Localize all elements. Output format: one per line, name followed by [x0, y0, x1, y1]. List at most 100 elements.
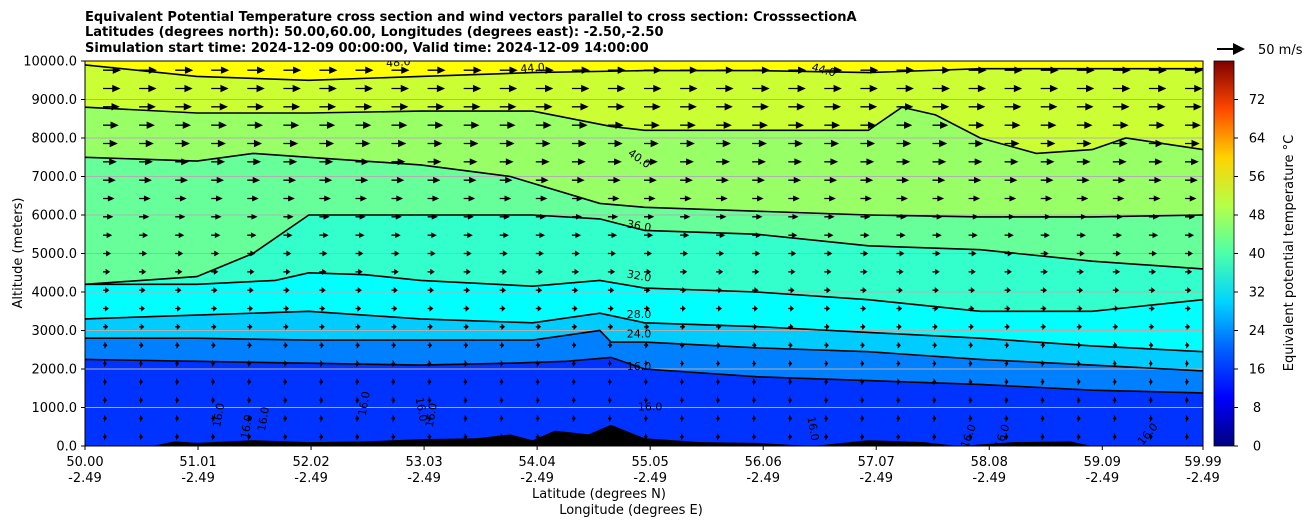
- wind-vector: [139, 213, 150, 220]
- wind-vector: [932, 158, 947, 166]
- wind-vector: [1112, 305, 1119, 312]
- wind-vector: [427, 432, 432, 441]
- wind-vector: [139, 414, 143, 423]
- wind-vector: [932, 268, 940, 275]
- wind-vector: [1004, 158, 1019, 166]
- wind-vector: [391, 176, 405, 184]
- wind-vector: [932, 232, 942, 239]
- wind-vector: [932, 414, 937, 423]
- wind-vector: [319, 139, 335, 148]
- wind-vector: [968, 176, 982, 184]
- wind-vector: [1148, 341, 1154, 349]
- x-axis: 50.00-2.4951.01-2.4952.02-2.4953.03-2.49…: [66, 446, 1222, 486]
- wind-vector: [1040, 66, 1059, 74]
- wind-vector: [427, 176, 441, 184]
- x-tick-label-latitude: 51.01: [179, 455, 216, 470]
- wind-vector: [499, 158, 514, 166]
- wind-vector: [860, 378, 865, 386]
- wind-vector: [788, 378, 793, 386]
- y-axis-label: Altitude (meters): [11, 198, 26, 309]
- wind-vector: [463, 287, 471, 294]
- wind-vector: [463, 268, 471, 275]
- wind-vector: [319, 377, 324, 386]
- temperature-band: [85, 330, 1203, 393]
- wind-vector: [427, 250, 436, 257]
- wind-vector: [247, 287, 254, 294]
- wind-vector: [1112, 176, 1126, 184]
- contour-label: 16.0: [804, 415, 821, 441]
- wind-vector: [247, 396, 252, 404]
- wind-vector: [535, 195, 548, 202]
- wind-vector: [1112, 287, 1120, 294]
- wind-vector: [499, 250, 508, 257]
- wind-vector: [607, 341, 613, 349]
- wind-vector: [283, 139, 299, 148]
- wind-vector: [211, 213, 222, 220]
- wind-vector: [680, 396, 684, 404]
- wind-vector: [1112, 250, 1121, 257]
- wind-vector: [752, 250, 761, 257]
- x-tick-label-longitude: -2.49: [633, 471, 667, 486]
- wind-vector: [319, 396, 324, 405]
- wind-vector: [896, 341, 901, 349]
- wind-vector: [499, 414, 504, 423]
- wind-vector: [391, 305, 398, 312]
- wind-vector: [103, 432, 107, 441]
- wind-vector: [716, 432, 720, 441]
- wind-vector: [103, 139, 118, 148]
- wind-vector: [571, 414, 576, 423]
- wind-vector: [824, 176, 838, 184]
- wind-vector: [247, 268, 255, 275]
- wind-vector: [139, 139, 154, 148]
- wind-vector: [1185, 121, 1201, 129]
- wind-vector: [1076, 213, 1088, 220]
- wind-vector: [968, 250, 977, 257]
- wind-vector: [247, 66, 266, 74]
- wind-vector: [824, 158, 839, 166]
- wind-vector: [355, 213, 366, 220]
- wind-vector: [860, 341, 865, 349]
- wind-vector: [607, 377, 612, 386]
- wind-vector: [968, 287, 975, 294]
- wind-vector: [247, 433, 252, 441]
- x-tick-label-latitude: 54.04: [519, 455, 556, 470]
- wind-vector: [1112, 323, 1119, 331]
- x-tick-label-longitude: -2.49: [972, 471, 1006, 486]
- wind-vector: [1185, 323, 1191, 331]
- wind-vector: [932, 121, 949, 129]
- wind-vector: [860, 84, 878, 93]
- wind-vector: [644, 268, 652, 275]
- wind-vector: [1004, 432, 1009, 441]
- wind-vector: [860, 232, 870, 239]
- wind-vector: [103, 176, 116, 184]
- wind-vector: [1040, 213, 1052, 220]
- wind-vector: [283, 232, 293, 239]
- wind-vector: [607, 287, 615, 294]
- wind-vector: [283, 158, 298, 166]
- wind-vector: [139, 341, 144, 349]
- wind-vector: [391, 213, 402, 220]
- y-axis: 0.0 1000.0 2000.0 3000.0 4000.0 5000.0 6000.0 7…: [23, 55, 85, 455]
- wind-vector: [1148, 396, 1153, 405]
- wind-vector: [968, 66, 987, 74]
- wind-vector: [103, 158, 117, 166]
- wind-vector: [211, 414, 216, 423]
- wind-vector: [1040, 323, 1046, 331]
- wind-vector: [103, 195, 115, 202]
- wind-vector: [499, 287, 507, 294]
- wind-vector: [427, 232, 437, 239]
- wind-vector: [1040, 305, 1047, 312]
- x-tick-label-latitude: 56.06: [745, 455, 782, 470]
- wind-vector: [1076, 158, 1091, 166]
- wind-vector: [824, 66, 843, 74]
- wind-vector: [896, 433, 901, 441]
- wind-vector: [824, 287, 831, 294]
- wind-vector: [607, 213, 619, 220]
- wind-vector: [103, 66, 121, 74]
- wind-vector: [175, 396, 180, 404]
- wind-vector: [752, 232, 762, 239]
- wind-vector: [1040, 396, 1045, 405]
- wind-vector: [1004, 341, 1010, 349]
- wind-vector: [860, 66, 879, 74]
- wind-vectors: [103, 66, 1203, 441]
